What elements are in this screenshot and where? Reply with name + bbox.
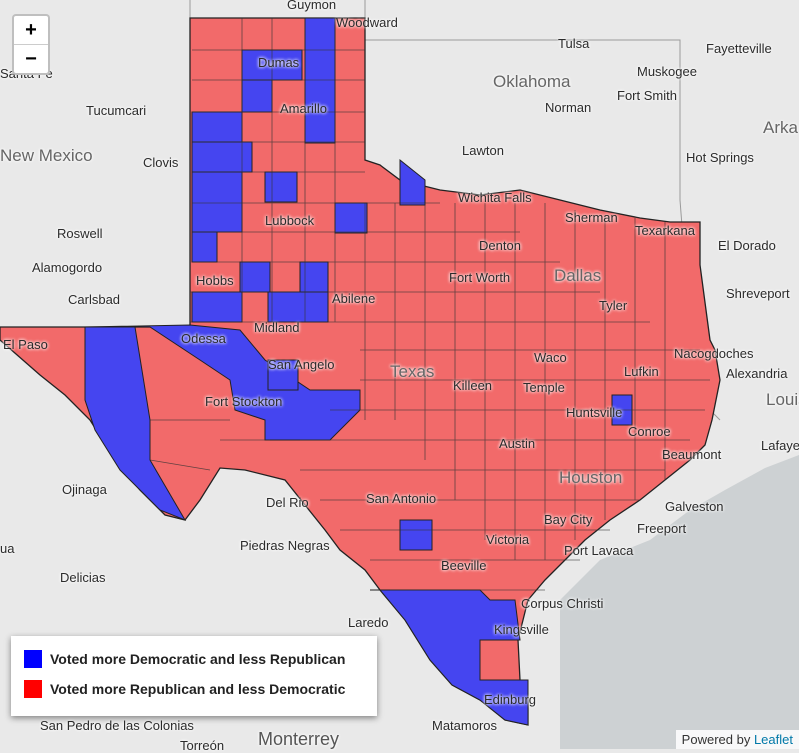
- city-label: Hobbs: [196, 273, 234, 288]
- city-label: San Antonio: [366, 491, 437, 506]
- city-label: Abilene: [332, 291, 376, 306]
- attribution-prefix: Powered by: [681, 732, 751, 747]
- city-label: Shreveport: [726, 286, 790, 301]
- city-label: Woodward: [336, 15, 398, 30]
- city-label: Kingsville: [494, 622, 549, 637]
- democratic-regions: [84, 17, 633, 726]
- city-label: Waco: [534, 350, 567, 365]
- zoom-control: + −: [12, 14, 50, 75]
- city-label: Denton: [479, 238, 521, 253]
- city-label: Fort Smith: [617, 88, 677, 103]
- city-label: Nacogdoches: [674, 346, 754, 361]
- city-label: Sherman: [565, 210, 618, 225]
- city-label: Delicias: [60, 570, 106, 585]
- city-label: Lafaye: [761, 438, 799, 453]
- city-label: Wichita Falls: [458, 190, 532, 205]
- city-label: Roswell: [57, 226, 103, 241]
- city-label: Lubbock: [265, 213, 315, 228]
- city-label: Odessa: [181, 331, 226, 346]
- city-label: Texas: [390, 362, 435, 381]
- city-label: Conroe: [628, 424, 671, 439]
- city-label: Hot Springs: [686, 150, 754, 165]
- city-label: Carlsbad: [68, 292, 121, 307]
- legend-label: Voted more Republican and less Democrati…: [50, 681, 346, 697]
- city-label: Alexandria: [726, 366, 788, 381]
- city-label: Beeville: [441, 558, 487, 573]
- city-label: Fort Stockton: [205, 394, 283, 409]
- city-label: Matamoros: [432, 718, 498, 733]
- city-label: Torreón: [180, 738, 225, 753]
- city-label: Dumas: [258, 55, 300, 70]
- city-label: Tyler: [599, 298, 628, 313]
- city-label: Midland: [254, 320, 300, 335]
- city-label: Oklahoma: [493, 72, 571, 91]
- republican-swatch: [24, 680, 42, 698]
- city-label: Dallas: [554, 266, 602, 285]
- county-lines: [149, 18, 710, 591]
- zoom-out-button[interactable]: −: [14, 44, 48, 73]
- city-label: Clovis: [143, 155, 179, 170]
- city-label: San Angelo: [268, 357, 335, 372]
- city-label: Fort Worth: [449, 270, 511, 285]
- map-attribution: Powered by Leaflet: [675, 730, 799, 749]
- city-label: Muskogee: [637, 64, 697, 79]
- city-label: Arka: [763, 118, 798, 137]
- city-label: Corpus Christi: [521, 596, 604, 611]
- city-label: Tulsa: [558, 36, 590, 51]
- democratic-swatch: [24, 650, 42, 668]
- city-label: Lawton: [462, 143, 504, 158]
- city-label: ua: [0, 541, 15, 556]
- city-label: Ojinaga: [62, 482, 107, 497]
- city-label: Del Rio: [266, 495, 309, 510]
- city-label: Galveston: [665, 499, 724, 514]
- city-label: Edinburg: [484, 692, 537, 707]
- city-label: Beaumont: [662, 447, 722, 462]
- legend-item-republican: Voted more Republican and less Democrati…: [24, 680, 345, 698]
- city-label: Austin: [499, 436, 536, 451]
- zoom-in-button[interactable]: +: [25, 19, 37, 41]
- city-label: Tucumcari: [86, 103, 147, 118]
- city-label: New Mexico: [0, 146, 93, 165]
- city-label: Huntsville: [566, 405, 623, 420]
- city-label: Killeen: [453, 378, 493, 393]
- city-label: Fayetteville: [706, 41, 772, 56]
- city-label: El Paso: [3, 337, 48, 352]
- city-label: Piedras Negras: [240, 538, 330, 553]
- gulf-of-mexico: [560, 455, 799, 749]
- city-label: Temple: [523, 380, 565, 395]
- city-label: Bay City: [544, 512, 593, 527]
- legend-item-democratic: Voted more Democratic and less Republica…: [24, 650, 345, 668]
- city-label: Monterrey: [258, 729, 340, 749]
- city-label: Lufkin: [624, 364, 659, 379]
- city-label: Alamogordo: [32, 260, 103, 275]
- city-label: Laredo: [348, 615, 389, 630]
- city-label: Freeport: [637, 521, 687, 536]
- city-label: Texarkana: [635, 223, 695, 238]
- city-label: Victoria: [486, 532, 530, 547]
- city-label: Houston: [559, 468, 623, 487]
- legend-label: Voted more Democratic and less Republica…: [50, 651, 346, 667]
- city-label: Norman: [545, 100, 592, 115]
- city-label: Port Lavaca: [564, 543, 634, 558]
- city-label: Louis: [766, 390, 799, 409]
- city-label: El Dorado: [718, 238, 776, 253]
- map-legend: Voted more Democratic and less Republica…: [11, 636, 377, 716]
- city-label: Amarillo: [280, 101, 327, 116]
- leaflet-link[interactable]: Leaflet: [753, 732, 793, 747]
- city-label: Guymon: [287, 0, 337, 12]
- city-label: San Pedro de las Colonias: [40, 718, 194, 733]
